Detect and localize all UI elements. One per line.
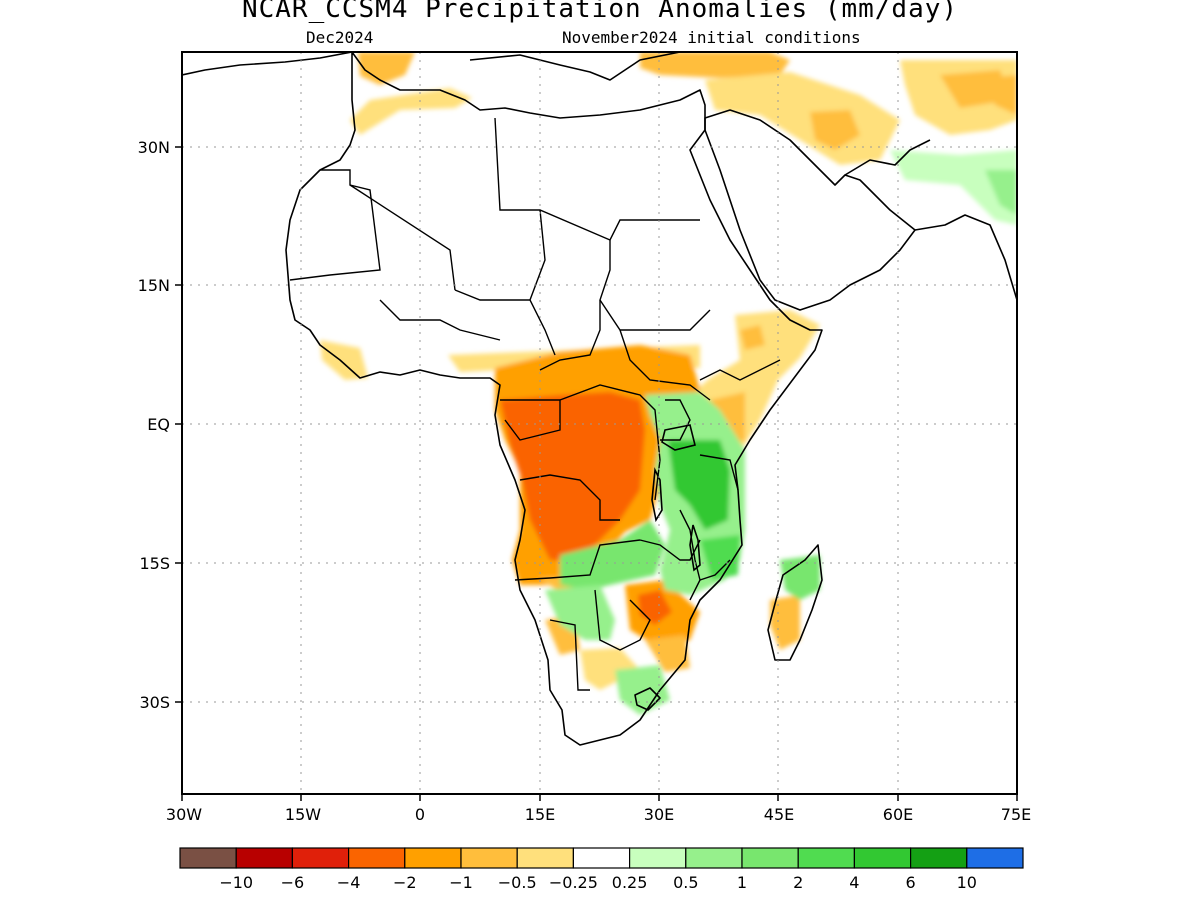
map-frame [181, 51, 1018, 795]
lon-label: 75E [1001, 805, 1031, 824]
lat-label: 15S [139, 554, 170, 573]
anomaly-zambia [560, 520, 665, 590]
anomaly-congo-angola [500, 392, 645, 560]
iberia-coastline [182, 52, 353, 76]
lakes [651, 424, 701, 572]
colorbar-swatch [966, 847, 1024, 869]
lake-tanganyika [651, 467, 663, 523]
colorbar-swatch [179, 847, 237, 869]
colorbar-label: 4 [849, 873, 859, 892]
anomaly-turkey [640, 52, 790, 78]
colorbar-label: 2 [793, 873, 803, 892]
grid [182, 52, 1017, 794]
colorbar-swatch [853, 847, 912, 869]
lake-victoria [661, 424, 696, 451]
colorbar-label: 0.5 [673, 873, 698, 892]
lon-label: 30W [166, 805, 202, 824]
colorbar-label: −0.25 [549, 873, 598, 892]
colorbar-swatch [685, 847, 743, 869]
country-borders [289, 117, 781, 691]
lat-labels: 30N 15N EQ 15S 30S [138, 138, 170, 712]
anomaly-middle-east [705, 72, 900, 165]
lon-labels: 30W 15W 0 15E 30E 45E 60E 75E [166, 805, 1031, 824]
anomaly-n-morocco [358, 52, 415, 85]
colorbar-swatch [741, 847, 799, 869]
anomaly-india-west [985, 170, 1017, 215]
anomaly-madagascar-north [780, 555, 820, 600]
colorbar-swatch [460, 847, 518, 869]
colorbar-label: 6 [906, 873, 916, 892]
lon-label: 60E [883, 805, 913, 824]
init-conditions-label: November2024 initial conditions [562, 28, 861, 47]
lat-label: 30N [138, 138, 170, 157]
anomaly-mozambique-south [645, 635, 690, 672]
lon-ticks [181, 794, 1018, 801]
anomaly-mozambique-north [700, 535, 740, 580]
colorbar-swatch [572, 847, 631, 869]
map-content [182, 52, 1017, 746]
lon-label: 0 [415, 805, 425, 824]
anomaly-angola-botswana [545, 585, 615, 640]
colorbar-label: 0.25 [612, 873, 648, 892]
persian-gulf-coastline [844, 139, 931, 176]
colorbar-swatch [291, 847, 350, 869]
anomaly-afghanistan [940, 70, 1010, 108]
colorbar-swatch [235, 847, 293, 869]
lon-label: 15E [525, 805, 555, 824]
valid-month-label: Dec2024 [306, 28, 374, 47]
colorbar: −10 −6 −4 −2 −1 −0.5 −0.25 0.25 0.5 1 2 4 6 10 [179, 847, 1024, 892]
colorbar-label: −6 [281, 873, 305, 892]
colorbar-swatch [797, 847, 856, 869]
europe-coastline [469, 52, 681, 81]
lat-label: 30S [139, 693, 170, 712]
arabia-coastline [704, 109, 916, 311]
colorbar-swatch [909, 847, 968, 869]
lon-label: 15W [285, 805, 321, 824]
anomaly-ethiopia-high [740, 325, 765, 350]
anomaly-guinea [320, 340, 368, 380]
colorbar-label: 10 [957, 873, 977, 892]
colorbar-swatch [404, 847, 462, 869]
colorbar-label: −10 [219, 873, 253, 892]
lake-malawi [689, 524, 701, 572]
colorbar-swatch [628, 847, 687, 869]
lon-label: 30E [644, 805, 674, 824]
madagascar-coastline [767, 544, 823, 661]
colorbar-label: −0.5 [498, 873, 537, 892]
lon-label: 45E [764, 805, 794, 824]
colorbar-swatch [516, 847, 575, 869]
africa-coastline [285, 52, 823, 746]
colorbar-swatch [348, 847, 406, 869]
anomaly-arabian-sea-wet [890, 150, 1017, 225]
asia-coastline [914, 214, 1017, 301]
coastlines [182, 52, 1017, 746]
lat-label: EQ [147, 415, 170, 434]
anomaly-botswana-south [580, 648, 640, 690]
anomaly-iraq [810, 110, 860, 150]
anomaly-fill [320, 52, 1017, 715]
lat-label: 15N [138, 276, 170, 295]
lesotho-border [634, 687, 661, 711]
lat-ticks [175, 146, 182, 703]
colorbar-label: −2 [393, 873, 417, 892]
map-title: NCAR_CCSM4 Precipitation Anomalies (mm/d… [241, 0, 959, 24]
colorbar-label: −1 [449, 873, 473, 892]
anomaly-maghreb [350, 88, 472, 135]
colorbar-label: −4 [337, 873, 361, 892]
colorbar-label: 1 [737, 873, 747, 892]
anomaly-tanzania-core [668, 440, 730, 530]
